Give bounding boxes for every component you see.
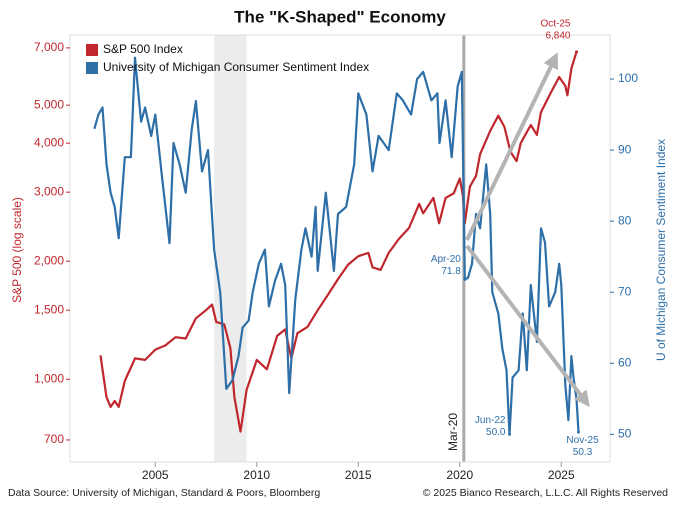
- y-tick-label: 1,000: [34, 371, 64, 385]
- chart-title: The "K-Shaped" Economy: [234, 7, 446, 26]
- y-tick-label: 7,000: [34, 40, 64, 54]
- annotation-value: 71.8: [441, 266, 461, 277]
- y-tick-label: 4,000: [34, 135, 64, 149]
- x-tick-label: 2015: [345, 468, 372, 482]
- y-tick-label: 1,500: [34, 302, 64, 316]
- legend-swatch: [86, 62, 98, 74]
- series-line: [93, 56, 580, 436]
- x-tick-label: 2005: [142, 468, 169, 482]
- y-tick-label: 700: [44, 432, 64, 446]
- annotation-value: 6,840: [545, 30, 570, 41]
- x-tick-label: 2010: [243, 468, 270, 482]
- annotation-value: 50.0: [486, 427, 506, 438]
- annotation-point: [575, 50, 579, 54]
- copyright-note: © 2025 Bianco Research, L.L.C. All Right…: [423, 487, 668, 499]
- series-line: [99, 51, 578, 433]
- y2-tick-label: 80: [618, 213, 632, 227]
- y2-tick-label: 70: [618, 284, 632, 298]
- annotation-date: Oct-25: [540, 18, 570, 29]
- y-tick-label: 3,000: [34, 184, 64, 198]
- annotation-date: Nov-25: [566, 435, 599, 446]
- y2-tick-label: 100: [618, 71, 638, 85]
- legend-label: S&P 500 Index: [103, 42, 183, 56]
- annotation-date: Apr-20: [431, 254, 461, 265]
- legend-label: University of Michigan Consumer Sentimen…: [103, 60, 369, 74]
- y-axis-label: S&P 500 (log scale): [10, 197, 24, 303]
- down-arrow: [465, 244, 590, 408]
- x-tick-label: 2025: [548, 468, 575, 482]
- annotation-point: [577, 430, 581, 434]
- y2-tick-label: 90: [618, 142, 632, 156]
- up-arrow: [465, 52, 559, 241]
- shaded-period: [214, 35, 247, 462]
- annotation-value: 50.3: [573, 447, 593, 458]
- annotation-point: [463, 277, 467, 281]
- plot-frame: [69, 34, 611, 463]
- annotation-date: Jun-22: [475, 415, 506, 426]
- annotation-point: [508, 432, 512, 436]
- y2-axis-label: U of Michigan Consumer Sentiment Index: [654, 139, 668, 361]
- y-tick-label: 2,000: [34, 253, 64, 267]
- y-tick-label: 5,000: [34, 97, 64, 111]
- x-tick-label: 2020: [446, 468, 473, 482]
- legend-swatch: [86, 44, 98, 56]
- y2-tick-label: 60: [618, 355, 632, 369]
- event-label: Mar-20: [446, 413, 460, 451]
- y2-tick-label: 50: [618, 426, 632, 440]
- source-note: Data Source: University of Michigan, Sta…: [8, 487, 320, 499]
